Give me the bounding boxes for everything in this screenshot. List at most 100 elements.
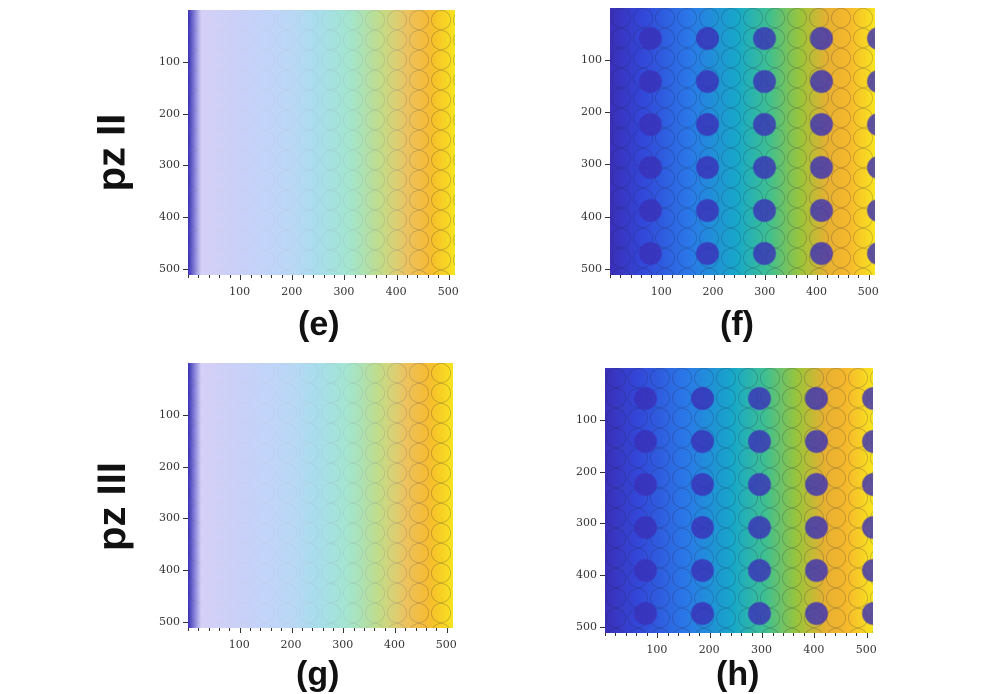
y-tick-label: 400: [159, 210, 180, 224]
x-minor-tick: [692, 275, 694, 278]
panel-e-plot: 100 200 300 400 500 100 200 300 400 500: [159, 10, 459, 298]
x-minor-tick: [271, 275, 273, 278]
x-minor-tick: [803, 633, 805, 636]
x-minor-tick: [625, 633, 627, 636]
y-tick-label: 400: [159, 563, 180, 577]
x-minor-tick: [682, 275, 684, 278]
x-minor-tick: [667, 633, 669, 636]
x-minor-tick: [332, 628, 334, 631]
x-minor-tick: [427, 275, 429, 278]
x-minor-tick: [188, 628, 189, 631]
x-minor-tick: [365, 275, 367, 278]
x-minor-tick: [395, 628, 397, 631]
x-minor-tick: [630, 275, 632, 278]
x-minor-tick: [312, 628, 314, 631]
row-label-pz-ii: pz II: [89, 113, 134, 192]
x-minor-tick: [354, 275, 356, 278]
x-minor-tick: [229, 275, 231, 278]
panel-label-e: (e): [298, 305, 340, 343]
mesh-overlay: [188, 363, 453, 628]
panel-label-f: (f): [720, 305, 754, 343]
x-minor-tick: [260, 628, 262, 631]
x-minor-tick: [426, 628, 428, 631]
x-minor-tick: [239, 628, 241, 631]
x-minor-tick: [793, 633, 795, 636]
y-tick: [183, 570, 188, 572]
x-minor-tick: [751, 633, 753, 636]
x-minor-tick: [620, 275, 622, 278]
x-minor-tick: [688, 633, 690, 636]
x-tick-label: 400: [803, 643, 825, 656]
grain-image: [605, 368, 873, 633]
x-minor-tick: [848, 275, 850, 278]
y-tick-label: 500: [159, 261, 180, 275]
x-minor-tick: [270, 628, 272, 631]
x-tick-label: 200: [280, 638, 302, 651]
y-tick-label: 100: [159, 54, 180, 68]
x-minor-tick: [229, 628, 231, 631]
x-minor-tick: [765, 275, 767, 278]
x-minor-tick: [322, 628, 324, 631]
y-tick-label: 500: [159, 614, 180, 628]
x-minor-tick: [856, 633, 858, 636]
x-minor-tick: [651, 275, 653, 278]
x-minor-tick: [407, 275, 409, 278]
x-minor-tick: [782, 633, 784, 636]
void-regions: [610, 8, 875, 275]
y-tick: [183, 61, 188, 63]
x-minor-tick: [709, 633, 711, 636]
y-tick-label: 500: [576, 619, 597, 633]
panel-h-plot: 100 200 300 400 500 100 200 300 400 500: [576, 368, 877, 656]
grain-image: [610, 8, 875, 275]
y-tick: [605, 112, 610, 114]
x-minor-tick: [845, 633, 847, 636]
x-minor-tick: [741, 633, 743, 636]
y-tick: [183, 414, 188, 416]
x-tick-label: 500: [855, 643, 877, 656]
x-minor-tick: [386, 275, 388, 278]
x-tick-label: 300: [754, 285, 776, 298]
y-tick-label: 300: [581, 157, 602, 171]
x-tick-label: 200: [698, 643, 720, 656]
x-minor-tick: [198, 275, 200, 278]
x-minor-tick: [436, 628, 438, 631]
x-minor-tick: [281, 275, 283, 278]
x-minor-tick: [806, 275, 808, 278]
y-tick: [183, 217, 188, 219]
x-tick-label: 500: [435, 638, 457, 651]
x-minor-tick: [250, 628, 252, 631]
y-tick: [605, 164, 610, 166]
x-minor-tick: [817, 275, 819, 278]
x-tick-label: 100: [228, 638, 250, 651]
x-minor-tick: [323, 275, 325, 278]
x-minor-tick: [713, 275, 715, 278]
x-minor-tick: [734, 275, 736, 278]
x-minor-tick: [375, 275, 377, 278]
x-minor-tick: [730, 633, 732, 636]
x-minor-tick: [250, 275, 252, 278]
x-minor-tick: [302, 275, 304, 278]
x-tick-label: 500: [437, 285, 459, 298]
x-minor-tick: [657, 633, 659, 636]
x-minor-tick: [646, 633, 648, 636]
x-minor-tick: [313, 275, 315, 278]
y-tick-label: 300: [576, 516, 597, 530]
x-minor-tick: [744, 275, 746, 278]
x-minor-tick: [446, 628, 448, 631]
y-tick-label: 200: [576, 464, 597, 478]
y-tick: [183, 466, 188, 468]
x-tick-label: 400: [385, 285, 407, 298]
x-minor-tick: [785, 275, 787, 278]
x-minor-tick: [198, 628, 200, 631]
x-minor-tick: [723, 275, 725, 278]
x-tick-label: 300: [751, 643, 773, 656]
x-minor-tick: [772, 633, 774, 636]
x-minor-tick: [219, 275, 221, 278]
x-minor-tick: [301, 628, 303, 631]
x-tick-label: 200: [281, 285, 303, 298]
x-minor-tick: [417, 275, 419, 278]
y-tick-label: 300: [159, 511, 180, 525]
x-minor-tick: [363, 628, 365, 631]
x-minor-tick: [374, 628, 376, 631]
y-tick-label: 200: [159, 459, 180, 473]
